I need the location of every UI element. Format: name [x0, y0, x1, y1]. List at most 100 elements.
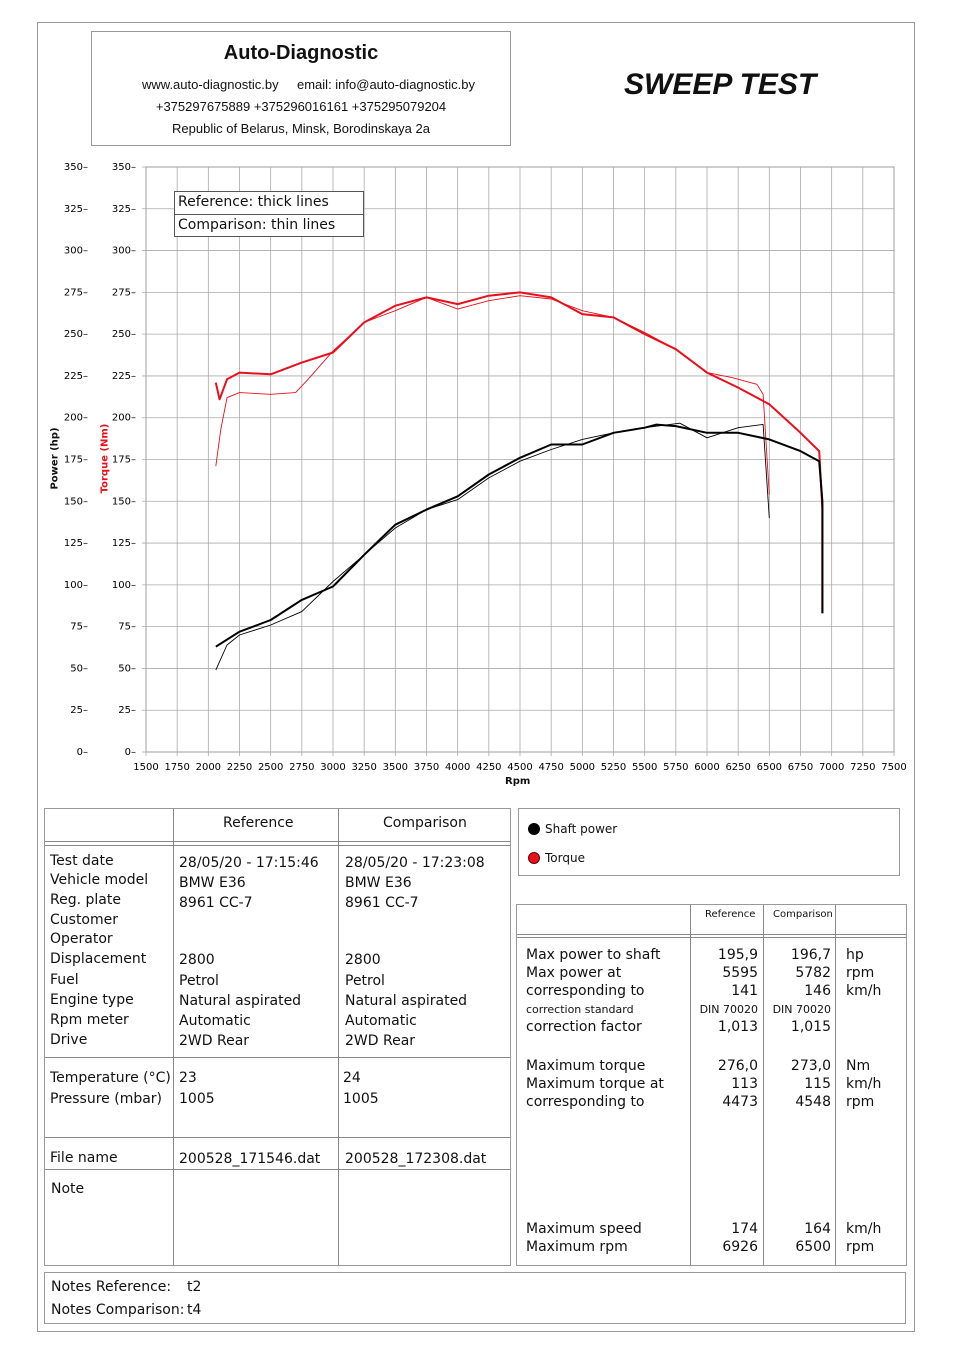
- result-ref: DIN 70020: [699, 1003, 758, 1016]
- file-name-label: File name: [50, 1150, 118, 1166]
- info-label: Fuel: [50, 972, 79, 988]
- info-cmp-value: Automatic: [345, 1013, 417, 1029]
- y-tick-label-power: 75–: [70, 622, 88, 633]
- note-label: Note: [51, 1181, 85, 1197]
- sweep-chart: 1500 1750 2000 2250 2500 2750 3000 3250 3500 3750…: [64, 162, 907, 773]
- result-cmp: 146: [804, 983, 831, 999]
- y-tick-label-torque: 50–: [118, 663, 136, 674]
- y-tick-label-torque: 225–: [112, 371, 136, 382]
- notes-comparison-label: Notes Comparison:: [51, 1302, 185, 1318]
- info-label: Operator: [50, 931, 113, 947]
- y-tick-label-torque: 0–: [125, 747, 136, 758]
- result-cmp: DIN 70020: [772, 1003, 831, 1016]
- info-ref-value: 2WD Rear: [179, 1033, 250, 1049]
- x-tick-label: 6250: [725, 762, 750, 773]
- y-tick-label-torque: 125–: [112, 538, 136, 549]
- results-col-comparison: Comparison: [773, 909, 833, 920]
- y-tick-label-torque: 300–: [112, 246, 136, 257]
- result-label: corresponding to: [526, 1094, 645, 1110]
- y-tick-label-power: 250–: [64, 329, 88, 340]
- x-tick-label: 3750: [414, 762, 439, 773]
- x-tick-label: 5500: [632, 762, 657, 773]
- x-tick-label: 1500: [133, 762, 158, 773]
- torque-dot-icon: [528, 852, 540, 864]
- result-label: correction factor: [526, 1019, 642, 1035]
- result-cmp: 164: [804, 1221, 831, 1237]
- info-label: Displacement: [50, 951, 147, 967]
- x-tick-label: 7500: [881, 762, 906, 773]
- y-tick-label-torque: 100–: [112, 580, 136, 591]
- temperature-label: Temperature (°C): [50, 1070, 171, 1086]
- series-torque-reference: [214, 291, 824, 614]
- result-ref: 174: [731, 1221, 758, 1237]
- result-label: corresponding to: [526, 983, 645, 999]
- y-tick-label-torque: 275–: [112, 287, 136, 298]
- series-power-comparison: [215, 422, 770, 671]
- col-reference: Reference: [223, 815, 294, 831]
- result-label: Maximum rpm: [526, 1239, 628, 1255]
- y-tick-label-torque: 350–: [112, 162, 136, 173]
- x-tick-label: 6500: [757, 762, 782, 773]
- file-name-ref: 200528_171546.dat: [179, 1151, 321, 1167]
- pressure-cmp: 1005: [343, 1091, 379, 1107]
- result-unit: rpm: [846, 1094, 875, 1110]
- results-col-reference: Reference: [705, 909, 756, 920]
- info-cmp-value: Petrol: [345, 973, 385, 989]
- info-ref-value: Natural aspirated: [179, 993, 302, 1009]
- y-tick-label-torque: 250–: [112, 329, 136, 340]
- info-cmp-value: 28/05/20 - 17:23:08: [345, 855, 485, 871]
- y-tick-label-power: 175–: [64, 455, 88, 466]
- y-tick-label-power: 300–: [64, 246, 88, 257]
- x-tick-label: 3000: [320, 762, 345, 773]
- x-tick-label: 2000: [196, 762, 221, 773]
- y-tick-label-power: 0–: [77, 747, 88, 758]
- notes-reference-label: Notes Reference:: [51, 1279, 172, 1295]
- result-ref: 195,9: [717, 947, 758, 963]
- shaft-power-label: Shaft power: [545, 822, 618, 836]
- x-tick-label: 3500: [383, 762, 408, 773]
- x-tick-label: 3250: [351, 762, 376, 773]
- y-tick-label-power: 50–: [70, 663, 88, 674]
- phones: +375297675889 +375296016161 +37529507920…: [155, 99, 447, 114]
- info-label: Rpm meter: [50, 1012, 129, 1028]
- info-label: Customer: [50, 912, 119, 928]
- notes-reference-value: t2: [187, 1279, 202, 1295]
- y-axis-label-torque: Torque (Nm): [99, 423, 111, 494]
- result-cmp: 115: [804, 1076, 831, 1092]
- info-cmp-value: Natural aspirated: [345, 993, 468, 1009]
- x-tick-label: 4250: [476, 762, 501, 773]
- y-tick-label-power: 350–: [64, 162, 88, 173]
- result-label: Maximum speed: [526, 1221, 642, 1237]
- result-unit: km/h: [846, 983, 882, 999]
- result-cmp: 5782: [795, 965, 831, 981]
- result-ref: 5595: [722, 965, 758, 981]
- y-tick-label-power: 100–: [64, 580, 88, 591]
- x-axis-label: Rpm: [505, 776, 531, 787]
- info-cmp-value: BMW E36: [345, 875, 412, 891]
- legend-comparison: Comparison: thin lines: [178, 217, 336, 233]
- info-ref-value: Automatic: [179, 1013, 251, 1029]
- info-cmp-value: 2800: [345, 952, 381, 968]
- temperature-cmp: 24: [343, 1070, 361, 1086]
- info-ref-value: 2800: [179, 952, 215, 968]
- website: www.auto-diagnostic.by: [142, 77, 279, 92]
- result-ref: 1,013: [717, 1019, 758, 1035]
- result-label: Max power at: [526, 965, 622, 981]
- curve-legend: Shaft power Torque: [518, 808, 900, 876]
- info-cmp-value: 8961 CC-7: [345, 895, 419, 911]
- result-ref: 6926: [722, 1239, 758, 1255]
- result-ref: 4473: [722, 1094, 758, 1110]
- y-axis-label-power: Power (hp): [49, 427, 61, 490]
- y-tick-label-torque: 75–: [118, 622, 136, 633]
- y-tick-label-torque: 325–: [112, 204, 136, 215]
- info-ref-value: 28/05/20 - 17:15:46: [179, 855, 319, 871]
- x-tick-label: 7250: [850, 762, 875, 773]
- result-ref: 276,0: [717, 1058, 758, 1074]
- result-cmp: 196,7: [790, 947, 831, 963]
- info-ref-value: BMW E36: [179, 875, 246, 891]
- page-border: [37, 22, 915, 1332]
- y-tick-label-power: 225–: [64, 371, 88, 382]
- result-ref: 113: [731, 1076, 758, 1092]
- legend-reference: Reference: thick lines: [175, 192, 363, 215]
- info-label: Test date: [50, 853, 114, 869]
